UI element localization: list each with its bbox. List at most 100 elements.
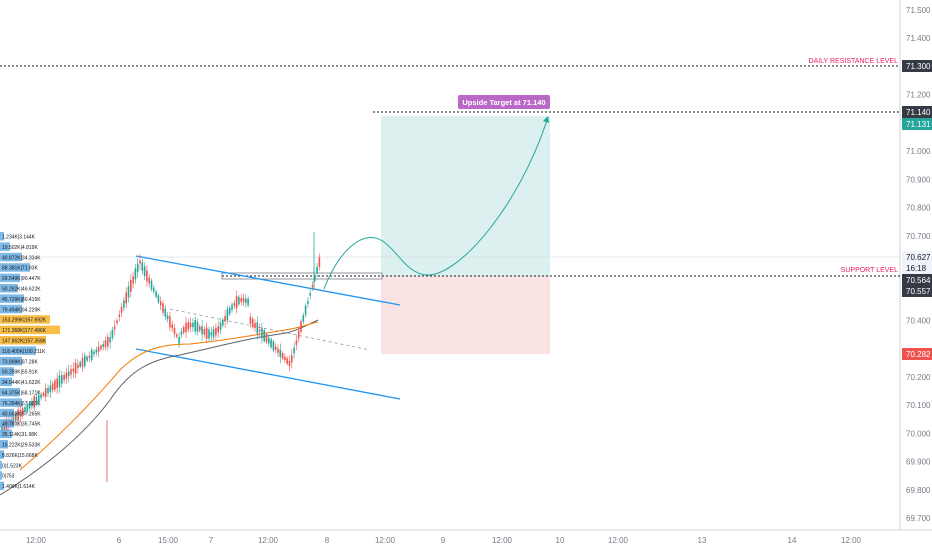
channel-upper-line[interactable] bbox=[135, 255, 401, 306]
candle bbox=[171, 320, 173, 333]
volume-profile-label: 118.405K|100.211K bbox=[2, 349, 46, 355]
volume-profile-bar bbox=[0, 388, 20, 397]
slow-moving-average[interactable] bbox=[0, 319, 319, 496]
candle bbox=[150, 278, 153, 292]
candle bbox=[210, 327, 213, 341]
candle bbox=[155, 290, 157, 299]
candle bbox=[125, 287, 127, 309]
volume-profile-bar bbox=[0, 356, 22, 366]
candle bbox=[247, 296, 249, 308]
time-axis[interactable]: 12:00 6 15:00 7 12:00 8 12:00 9 12:00 10 12:00 13 14… bbox=[26, 536, 862, 545]
price-tag[interactable]: 71.300 bbox=[902, 60, 932, 72]
candle bbox=[194, 316, 196, 335]
candle bbox=[111, 326, 114, 341]
price-axis-label: 70.700 bbox=[906, 232, 931, 241]
volume-profile-label: 34.044K|41.622K bbox=[2, 380, 41, 386]
daily-resistance-label: DAILY RESISTANCE LEVEL bbox=[809, 58, 899, 65]
candle bbox=[263, 328, 265, 343]
volume-profile-label: 8.826K|15.668K bbox=[2, 453, 38, 459]
candle bbox=[318, 253, 321, 271]
candle bbox=[74, 358, 77, 378]
price-tag[interactable]: 70.627 bbox=[902, 251, 932, 263]
candle bbox=[176, 332, 178, 339]
candle bbox=[166, 312, 169, 323]
upside-target-tag[interactable]: Upside Target at 71.140 bbox=[458, 95, 550, 109]
candle bbox=[279, 343, 282, 364]
candle bbox=[109, 330, 111, 349]
volume-profile-label: 73.898K|87.28K bbox=[2, 359, 38, 365]
fast-moving-average[interactable] bbox=[19, 321, 319, 471]
candle bbox=[304, 303, 307, 318]
time-axis-label: 12:00 bbox=[258, 536, 279, 545]
candle bbox=[81, 352, 84, 373]
candle bbox=[215, 323, 217, 340]
price-axis-label: 70.100 bbox=[906, 401, 931, 410]
volume-profile-bar bbox=[0, 440, 8, 449]
candle bbox=[100, 344, 102, 351]
price-tag[interactable]: 16:18 bbox=[902, 262, 932, 274]
candle bbox=[26, 401, 29, 414]
channel-lower-line[interactable] bbox=[135, 348, 401, 400]
candle bbox=[203, 325, 206, 338]
candle bbox=[65, 367, 68, 384]
candle bbox=[228, 305, 231, 317]
candle bbox=[19, 403, 22, 423]
candle bbox=[58, 369, 61, 393]
price-tag[interactable]: 70.282 bbox=[902, 348, 932, 360]
candle bbox=[139, 254, 141, 270]
candle bbox=[56, 372, 58, 394]
candle bbox=[270, 337, 272, 350]
candle bbox=[169, 311, 171, 332]
support-box[interactable] bbox=[221, 272, 383, 280]
volume-profile-bar bbox=[0, 252, 22, 262]
target-zone[interactable] bbox=[381, 116, 550, 276]
price-tag[interactable]: 70.557 bbox=[902, 285, 932, 297]
volume-profile-bar bbox=[0, 273, 20, 283]
volume-profile-label: 35.114K|31.98K bbox=[2, 432, 38, 438]
projection-path[interactable] bbox=[323, 116, 549, 290]
candle bbox=[284, 353, 286, 364]
candle bbox=[88, 351, 91, 363]
price-axis-label: 70.800 bbox=[906, 204, 931, 213]
price-axis-label: 70.400 bbox=[906, 316, 931, 325]
candle bbox=[31, 397, 33, 410]
time-axis-label: 12:00 bbox=[26, 536, 47, 545]
candle bbox=[104, 336, 107, 351]
price-tag-label: 70.627 bbox=[906, 253, 931, 262]
candle bbox=[24, 404, 26, 415]
volume-profile-bar bbox=[0, 232, 4, 241]
volume-profile-label: 88.381K|71.93K bbox=[2, 266, 38, 272]
candle bbox=[222, 317, 224, 328]
candle bbox=[44, 383, 47, 402]
volume-profile-label: 69.549K|90.447K bbox=[2, 276, 41, 282]
price-axis-label: 70.000 bbox=[906, 429, 931, 438]
candle bbox=[102, 340, 104, 351]
time-axis-label: 14 bbox=[788, 536, 797, 545]
candle bbox=[40, 392, 42, 401]
candle bbox=[192, 318, 194, 332]
candle bbox=[235, 290, 238, 314]
volume-profile-bar bbox=[0, 367, 14, 376]
candle bbox=[173, 323, 176, 339]
candle bbox=[21, 404, 24, 419]
volume-profile-bar bbox=[0, 460, 2, 470]
price-axis-label: 71.400 bbox=[906, 34, 931, 43]
price-tag[interactable]: 71.140 bbox=[902, 106, 932, 118]
price-tag[interactable]: 71.131 bbox=[902, 118, 932, 130]
stop-zone[interactable] bbox=[381, 276, 550, 354]
volume-profile-label: 0|1.523K bbox=[2, 463, 23, 469]
candle bbox=[51, 380, 54, 393]
candle bbox=[196, 318, 199, 336]
candle bbox=[185, 317, 187, 338]
candle bbox=[297, 326, 300, 343]
candle bbox=[118, 310, 121, 322]
candle bbox=[272, 339, 275, 352]
candle bbox=[63, 371, 65, 384]
price-tag-label: 16:18 bbox=[906, 264, 927, 273]
price-tag[interactable]: 70.564 bbox=[902, 274, 932, 286]
candle bbox=[61, 370, 63, 388]
time-axis-label: 10 bbox=[556, 536, 565, 545]
volume-profile-label: 49.783K|35.745K bbox=[2, 422, 41, 428]
volume-profile-bar bbox=[0, 242, 10, 251]
